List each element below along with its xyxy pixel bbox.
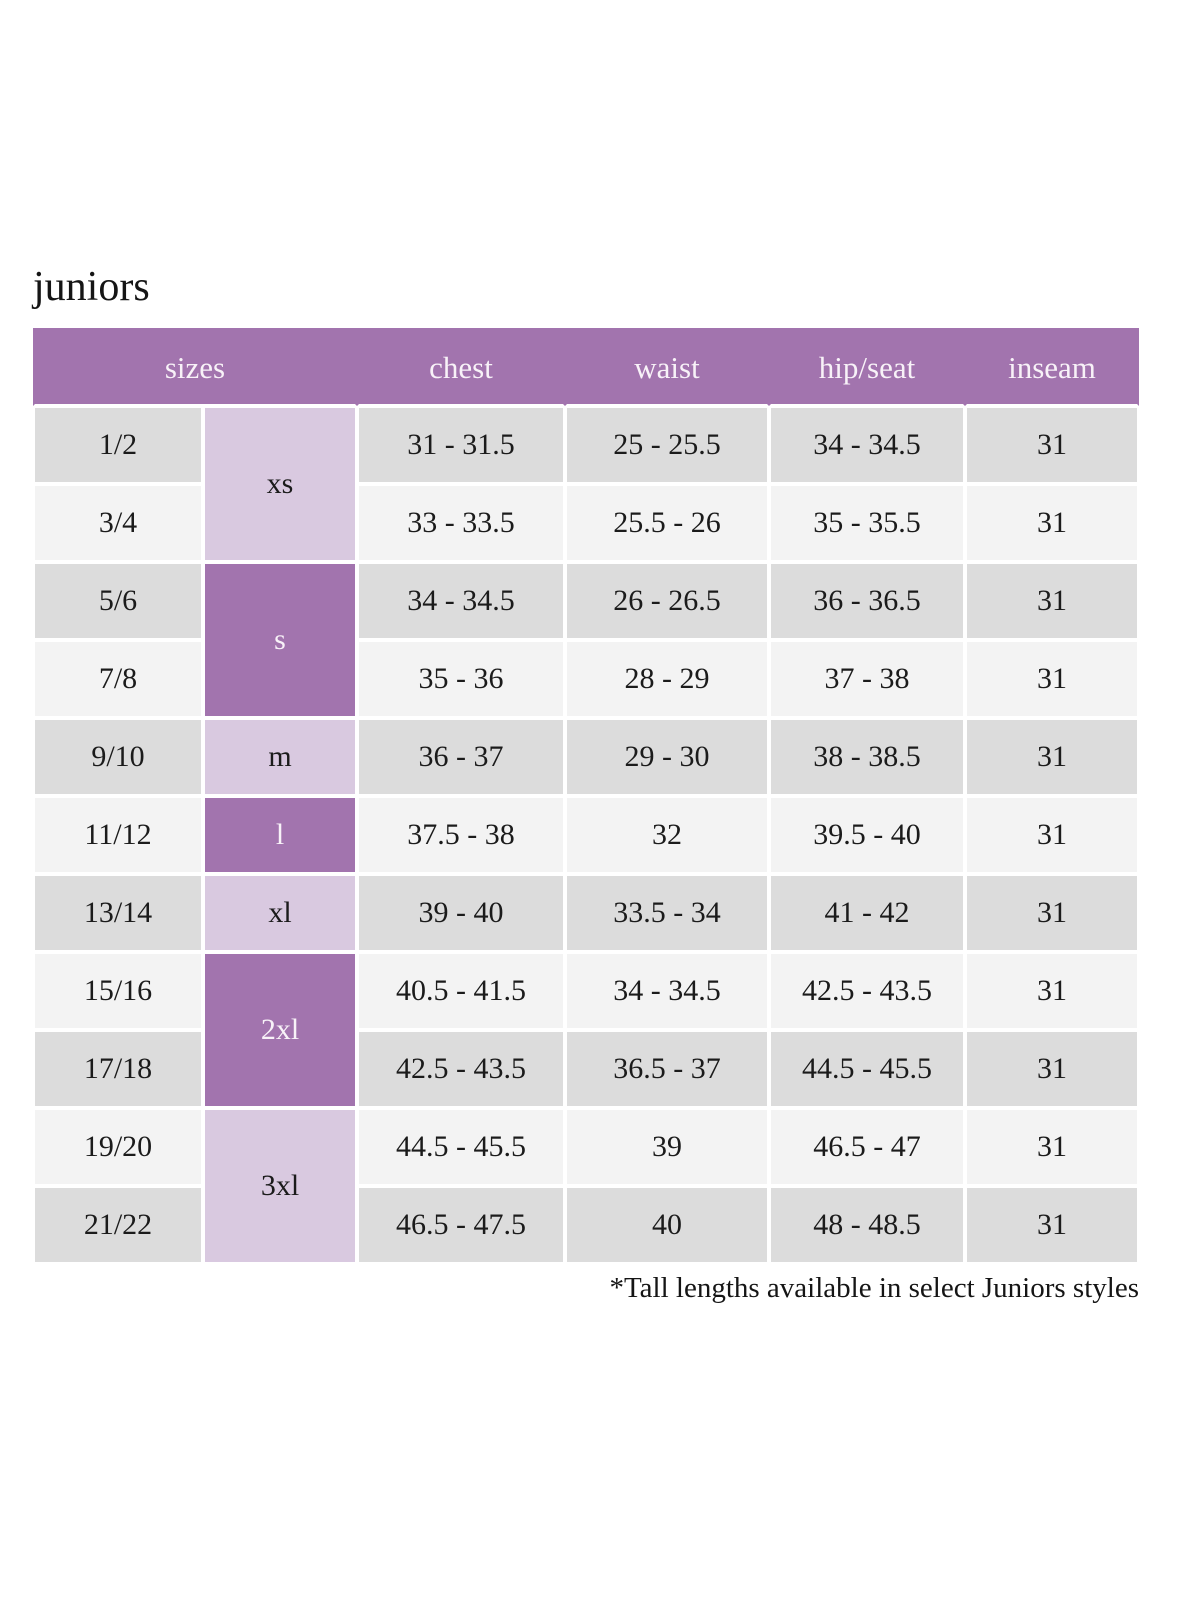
column-header-waist: waist [565, 328, 769, 407]
chest-cell: 37.5 - 38 [357, 796, 565, 875]
inseam-cell: 31 [965, 874, 1139, 953]
hip-seat-cell: 39.5 - 40 [769, 796, 965, 875]
inseam-cell: 31 [965, 1108, 1139, 1187]
column-header-hip-seat: hip/seat [769, 328, 965, 407]
size-group-cell-3xl: 3xl [203, 1108, 357, 1265]
waist-cell: 40 [565, 1186, 769, 1265]
chest-cell: 40.5 - 41.5 [357, 952, 565, 1031]
hip-seat-cell: 42.5 - 43.5 [769, 952, 965, 1031]
waist-cell: 39 [565, 1108, 769, 1187]
size-cell: 15/16 [33, 952, 203, 1031]
chest-cell: 34 - 34.5 [357, 562, 565, 641]
size-cell: 7/8 [33, 640, 203, 719]
size-group-cell-m: m [203, 718, 357, 797]
size-cell: 9/10 [33, 718, 203, 797]
waist-cell: 29 - 30 [565, 718, 769, 797]
chest-cell: 36 - 37 [357, 718, 565, 797]
chest-cell: 42.5 - 43.5 [357, 1030, 565, 1109]
waist-cell: 25.5 - 26 [565, 484, 769, 563]
chest-cell: 35 - 36 [357, 640, 565, 719]
waist-cell: 26 - 26.5 [565, 562, 769, 641]
inseam-cell: 31 [965, 796, 1139, 875]
size-cell: 11/12 [33, 796, 203, 875]
size-group-cell-xl: xl [203, 874, 357, 953]
waist-cell: 28 - 29 [565, 640, 769, 719]
chest-cell: 39 - 40 [357, 874, 565, 953]
column-header-chest: chest [357, 328, 565, 407]
size-group-cell-l: l [203, 796, 357, 875]
chest-cell: 31 - 31.5 [357, 406, 565, 485]
inseam-cell: 31 [965, 640, 1139, 719]
inseam-cell: 31 [965, 562, 1139, 641]
waist-cell: 25 - 25.5 [565, 406, 769, 485]
page-title: juniors [33, 264, 150, 310]
inseam-cell: 31 [965, 1186, 1139, 1265]
size-group-cell-2xl: 2xl [203, 952, 357, 1109]
size-cell: 17/18 [33, 1030, 203, 1109]
chest-cell: 44.5 - 45.5 [357, 1108, 565, 1187]
size-cell: 5/6 [33, 562, 203, 641]
size-cell: 13/14 [33, 874, 203, 953]
column-header-inseam: inseam [965, 328, 1139, 407]
waist-cell: 32 [565, 796, 769, 875]
inseam-cell: 31 [965, 1030, 1139, 1109]
hip-seat-cell: 34 - 34.5 [769, 406, 965, 485]
size-cell: 21/22 [33, 1186, 203, 1265]
hip-seat-cell: 41 - 42 [769, 874, 965, 953]
hip-seat-cell: 48 - 48.5 [769, 1186, 965, 1265]
juniors-size-table: sizes chest waist hip/seat inseam 1/2 xs 3… [33, 328, 1139, 1265]
hip-seat-cell: 44.5 - 45.5 [769, 1030, 965, 1109]
waist-cell: 33.5 - 34 [565, 874, 769, 953]
chest-cell: 33 - 33.5 [357, 484, 565, 563]
inseam-cell: 31 [965, 718, 1139, 797]
size-cell: 19/20 [33, 1108, 203, 1187]
chest-cell: 46.5 - 47.5 [357, 1186, 565, 1265]
hip-seat-cell: 46.5 - 47 [769, 1108, 965, 1187]
waist-cell: 36.5 - 37 [565, 1030, 769, 1109]
footnote: *Tall lengths available in select Junior… [609, 1272, 1139, 1305]
size-cell: 3/4 [33, 484, 203, 563]
hip-seat-cell: 37 - 38 [769, 640, 965, 719]
inseam-cell: 31 [965, 952, 1139, 1031]
waist-cell: 34 - 34.5 [565, 952, 769, 1031]
hip-seat-cell: 38 - 38.5 [769, 718, 965, 797]
hip-seat-cell: 36 - 36.5 [769, 562, 965, 641]
inseam-cell: 31 [965, 484, 1139, 563]
inseam-cell: 31 [965, 406, 1139, 485]
size-group-cell-xs: xs [203, 406, 357, 563]
juniors-size-chart-page: juniors sizes chest waist hip/seat insea… [33, 264, 1139, 1305]
size-group-cell-s: s [203, 562, 357, 719]
column-header-sizes: sizes [33, 328, 357, 407]
size-cell: 1/2 [33, 406, 203, 485]
hip-seat-cell: 35 - 35.5 [769, 484, 965, 563]
